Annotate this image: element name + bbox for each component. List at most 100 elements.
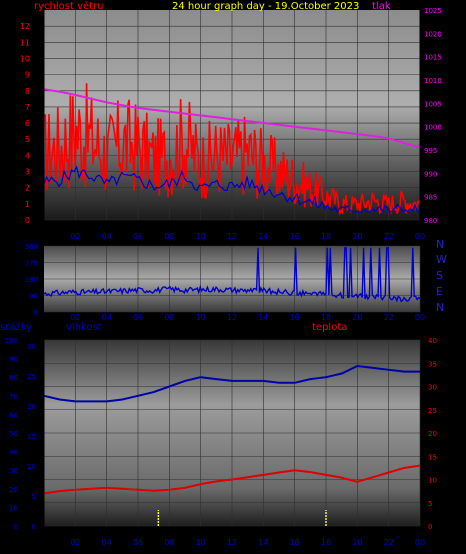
rain-y-tick: 80: [9, 374, 18, 382]
rain-y-tick: 60: [9, 411, 18, 419]
temperature-y-tick: 15: [428, 453, 437, 461]
x-tick-label: 04: [102, 313, 112, 322]
x-tick-label: 22: [384, 232, 394, 241]
compass-n-bottom: N: [436, 301, 444, 314]
x-tick-label: 00: [415, 538, 425, 547]
humidity-label: vlhkost: [66, 322, 102, 333]
x-tick-label: 00: [415, 313, 425, 322]
pressure-y-tick: 1025: [424, 7, 442, 15]
x-tick-label: 20: [352, 538, 362, 547]
temperature-y-tick: 0: [428, 523, 432, 531]
wind-y-tick: 0: [25, 216, 30, 225]
temperature-y-tick: 20: [428, 430, 437, 438]
compass-w: W: [436, 253, 447, 266]
x-tick-label: 06: [133, 313, 143, 322]
pressure-y-tick: 1010: [424, 77, 442, 85]
pressure-y-tick: 1000: [424, 124, 442, 132]
x-tick-label: 14: [258, 538, 268, 547]
humidity-y-tick: 25: [27, 373, 36, 381]
temperature-y-tick: 10: [428, 477, 437, 485]
wind-y-tick: 7: [25, 103, 30, 112]
wind-y-tick: 6: [25, 119, 30, 128]
wind-y-tick: 3: [25, 168, 30, 177]
x-tick-label: 06: [133, 538, 143, 547]
rain-y-tick: 90: [9, 356, 18, 364]
x-tick-label: 02: [70, 313, 80, 322]
compass-s: S: [436, 269, 443, 282]
direction-y-tick: 270: [25, 260, 38, 268]
wind-y-tick: 11: [20, 38, 30, 47]
x-tick-label: 04: [102, 232, 112, 241]
humidity-y-tick: 5: [32, 493, 36, 501]
temperature-y-tick: 5: [428, 500, 432, 508]
rain-y-tick: 50: [9, 430, 18, 438]
x-tick-label: 22: [384, 313, 394, 322]
wind-y-tick: 10: [20, 54, 30, 63]
rain-y-tick: 0: [14, 523, 18, 531]
chart-title: 24 hour graph day - 19.October 2023: [172, 1, 359, 12]
rain-y-tick: 40: [9, 449, 18, 457]
rain-label: srážky: [0, 321, 32, 333]
pressure-y-tick: 985: [424, 194, 437, 202]
humidity-y-tick: 10: [27, 463, 36, 471]
humidity-y-tick: 0: [32, 523, 36, 531]
pressure-y-tick: 995: [424, 147, 437, 155]
x-tick-label: 18: [321, 232, 331, 241]
x-tick-label: 10: [196, 232, 206, 241]
x-tick-label: 12: [227, 313, 237, 322]
x-tick-label: 14: [258, 313, 268, 322]
x-tick-label: 12: [227, 232, 237, 241]
x-tick-label: 10: [196, 313, 206, 322]
wind-y-tick: 8: [25, 87, 30, 96]
pressure-y-tick: 980: [424, 217, 437, 225]
pressure-y-tick: 1005: [424, 100, 442, 108]
temperature-line: [43, 464, 421, 495]
x-tick-label: 16: [290, 232, 300, 241]
compass-n-top: N: [436, 238, 444, 251]
pressure-label: tlak: [372, 1, 391, 12]
compass-e: E: [436, 285, 443, 298]
direction-y-tick: 180: [25, 276, 38, 284]
tick-labels: 0202020404040606060808081010101212121414…: [5, 7, 442, 547]
x-tick-label: 22: [384, 538, 394, 547]
direction-y-tick: 360: [25, 243, 38, 251]
pressure-y-tick: 1020: [424, 30, 442, 38]
series-layer: [43, 83, 421, 526]
wind-y-tick: 1: [25, 200, 30, 209]
x-tick-label: 14: [258, 232, 268, 241]
temperature-y-tick: 25: [428, 407, 437, 415]
x-tick-label: 16: [290, 538, 300, 547]
temperature-label: teplota: [312, 322, 347, 333]
x-tick-label: 20: [352, 313, 362, 322]
x-tick-label: 02: [70, 538, 80, 547]
wind-label: rychlost větru: [34, 0, 104, 12]
x-tick-label: 08: [164, 313, 174, 322]
rain-y-tick: 30: [9, 467, 18, 475]
pressure-y-tick: 990: [424, 170, 437, 178]
wind-avg-line: [43, 165, 420, 214]
x-tick-label: 08: [164, 538, 174, 547]
x-tick-label: 12: [227, 538, 237, 547]
x-tick-label: 10: [196, 538, 206, 547]
humidity-line: [43, 364, 420, 403]
temperature-y-tick: 35: [428, 360, 437, 368]
x-tick-label: 02: [70, 232, 80, 241]
x-tick-label: 08: [164, 232, 174, 241]
wind-y-tick: 9: [25, 71, 30, 80]
wind-direction-line: [43, 247, 421, 303]
temperature-y-tick: 40: [428, 337, 437, 345]
direction-y-tick: 90: [29, 293, 38, 301]
x-tick-label: 20: [352, 232, 362, 241]
x-tick-label: 18: [321, 313, 331, 322]
x-tick-label: 04: [102, 538, 112, 547]
wind-y-tick: 12: [20, 22, 30, 31]
x-tick-label: 00: [415, 232, 425, 241]
pressure-line: [43, 88, 421, 149]
x-tick-label: 06: [133, 232, 143, 241]
x-tick-label: 16: [290, 313, 300, 322]
wind-y-tick: 4: [25, 151, 30, 160]
wind-y-tick: 5: [25, 135, 30, 144]
pressure-y-tick: 1015: [424, 54, 442, 62]
